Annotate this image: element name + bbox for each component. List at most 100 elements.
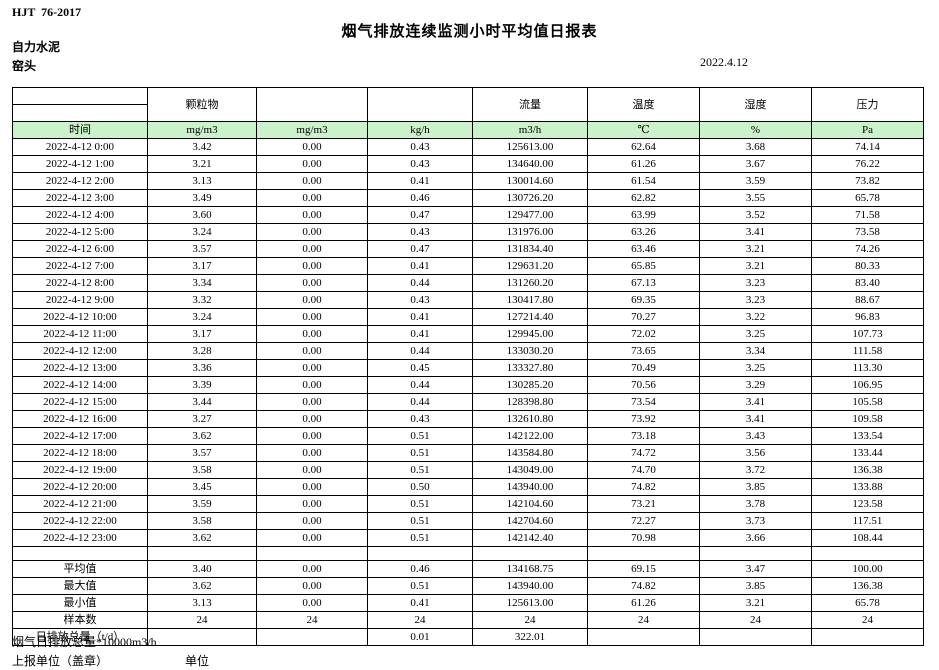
- value-cell: 3.41: [699, 223, 812, 241]
- value-cell: 69.15: [587, 560, 700, 578]
- row-label-cell: 样本数: [12, 611, 148, 629]
- value-cell: 0.00: [256, 223, 368, 241]
- row-label-cell: 2022-4-12 2:00: [12, 172, 148, 190]
- group-header-row-top: 颗粒物 流量 温度 湿度 压力: [12, 87, 924, 122]
- table-row: 2022-4-12 3:00 3.49 0.00 0.46 130726.20 62.82…: [12, 189, 924, 207]
- data-rows: 2022-4-12 0:00 3.42 0.00 0.43 125613.00 62.64…: [12, 138, 924, 547]
- value-cell: 0.00: [256, 274, 368, 292]
- value-cell: 74.26: [811, 240, 924, 258]
- value-cell: 0.51: [367, 461, 473, 479]
- value-cell: 0.00: [256, 444, 368, 462]
- value-cell: 130417.80: [472, 291, 588, 309]
- value-cell: 73.21: [587, 495, 700, 513]
- value-cell: 73.82: [811, 172, 924, 190]
- header-blank-cell: [12, 87, 148, 105]
- value-cell: 80.33: [811, 257, 924, 275]
- row-label-cell: 2022-4-12 21:00: [12, 495, 148, 513]
- row-label-cell: 2022-4-12 20:00: [12, 478, 148, 496]
- column-header-blank: [256, 87, 368, 122]
- value-cell: 72.27: [587, 512, 700, 530]
- value-cell: 125613.00: [472, 594, 588, 612]
- value-cell: 0.41: [367, 257, 473, 275]
- unit-header: m3/h: [472, 121, 588, 139]
- value-cell: 3.57: [147, 444, 257, 462]
- value-cell: [699, 628, 812, 646]
- value-cell: 24: [587, 611, 700, 629]
- value-cell: 0.00: [256, 529, 368, 547]
- value-cell: [256, 628, 368, 646]
- row-label-cell: 2022-4-12 18:00: [12, 444, 148, 462]
- value-cell: 0.00: [256, 560, 368, 578]
- value-cell: 0.44: [367, 342, 473, 360]
- value-cell: 111.58: [811, 342, 924, 360]
- value-cell: 108.44: [811, 529, 924, 547]
- value-cell: 143940.00: [472, 577, 588, 595]
- value-cell: 67.13: [587, 274, 700, 292]
- time-header: 时间: [12, 121, 148, 139]
- value-cell: 65.85: [587, 257, 700, 275]
- doc-code: HJT 76-2017: [12, 5, 82, 19]
- value-cell: 105.58: [811, 393, 924, 411]
- value-cell: 3.66: [699, 529, 812, 547]
- value-cell: 0.44: [367, 376, 473, 394]
- value-cell: 3.34: [147, 274, 257, 292]
- table-row: 2022-4-12 20:00 3.45 0.00 0.50 143940.00 74.8…: [12, 478, 924, 496]
- value-cell: 3.72: [699, 461, 812, 479]
- unit-header: mg/m3: [256, 121, 368, 139]
- value-cell: 142104.60: [472, 495, 588, 513]
- value-cell: 133030.20: [472, 342, 588, 360]
- value-cell: 3.62: [147, 577, 257, 595]
- value-cell: 3.21: [147, 155, 257, 173]
- value-cell: 142704.60: [472, 512, 588, 530]
- value-cell: 65.78: [811, 594, 924, 612]
- value-cell: 3.73: [699, 512, 812, 530]
- value-cell: 0.43: [367, 155, 473, 173]
- value-cell: 0.00: [256, 495, 368, 513]
- table-row: 2022-4-12 5:00 3.24 0.00 0.43 131976.00 63.26…: [12, 223, 924, 241]
- value-cell: 70.49: [587, 359, 700, 377]
- value-cell: 3.52: [699, 206, 812, 224]
- value-cell: 24: [699, 611, 812, 629]
- value-cell: 0.00: [256, 172, 368, 190]
- row-label-cell: 平均值: [12, 560, 148, 578]
- value-cell: 136.38: [811, 577, 924, 595]
- value-cell: 0.00: [256, 325, 368, 343]
- value-cell: 24: [811, 611, 924, 629]
- value-cell: 63.99: [587, 206, 700, 224]
- value-cell: 133327.80: [472, 359, 588, 377]
- spacer-row: [12, 546, 924, 561]
- row-label-cell: 2022-4-12 8:00: [12, 274, 148, 292]
- value-cell: 83.40: [811, 274, 924, 292]
- value-cell: 0.44: [367, 274, 473, 292]
- column-header-pressure: 压力: [811, 87, 924, 122]
- row-label-cell: 2022-4-12 9:00: [12, 291, 148, 309]
- value-cell: 73.65: [587, 342, 700, 360]
- summary-row: 日排放总量（t/d） 0.01 322.01: [12, 628, 924, 646]
- value-cell: 3.62: [147, 427, 257, 445]
- value-cell: 0.45: [367, 359, 473, 377]
- value-cell: 0.41: [367, 594, 473, 612]
- value-cell: 24: [147, 611, 257, 629]
- value-cell: 3.49: [147, 189, 257, 207]
- table-row: 2022-4-12 13:00 3.36 0.00 0.45 133327.80 70.4…: [12, 359, 924, 377]
- table-row: 2022-4-12 1:00 3.21 0.00 0.43 134640.00 61.26…: [12, 155, 924, 173]
- value-cell: 132610.80: [472, 410, 588, 428]
- value-cell: 3.25: [699, 325, 812, 343]
- value-cell: 3.67: [699, 155, 812, 173]
- column-header-particulate: 颗粒物: [147, 87, 257, 122]
- value-cell: [147, 628, 257, 646]
- value-cell: 63.46: [587, 240, 700, 258]
- value-cell: 0.00: [256, 577, 368, 595]
- value-cell: 61.26: [587, 594, 700, 612]
- value-cell: 134640.00: [472, 155, 588, 173]
- row-label-cell: 2022-4-12 1:00: [12, 155, 148, 173]
- value-cell: 0.51: [367, 512, 473, 530]
- value-cell: 136.38: [811, 461, 924, 479]
- value-cell: 3.28: [147, 342, 257, 360]
- value-cell: 3.17: [147, 325, 257, 343]
- value-cell: 76.22: [811, 155, 924, 173]
- table-row: 2022-4-12 21:00 3.59 0.00 0.51 142104.60 73.2…: [12, 495, 924, 513]
- value-cell: 3.60: [147, 206, 257, 224]
- value-cell: 3.24: [147, 308, 257, 326]
- value-cell: 123.58: [811, 495, 924, 513]
